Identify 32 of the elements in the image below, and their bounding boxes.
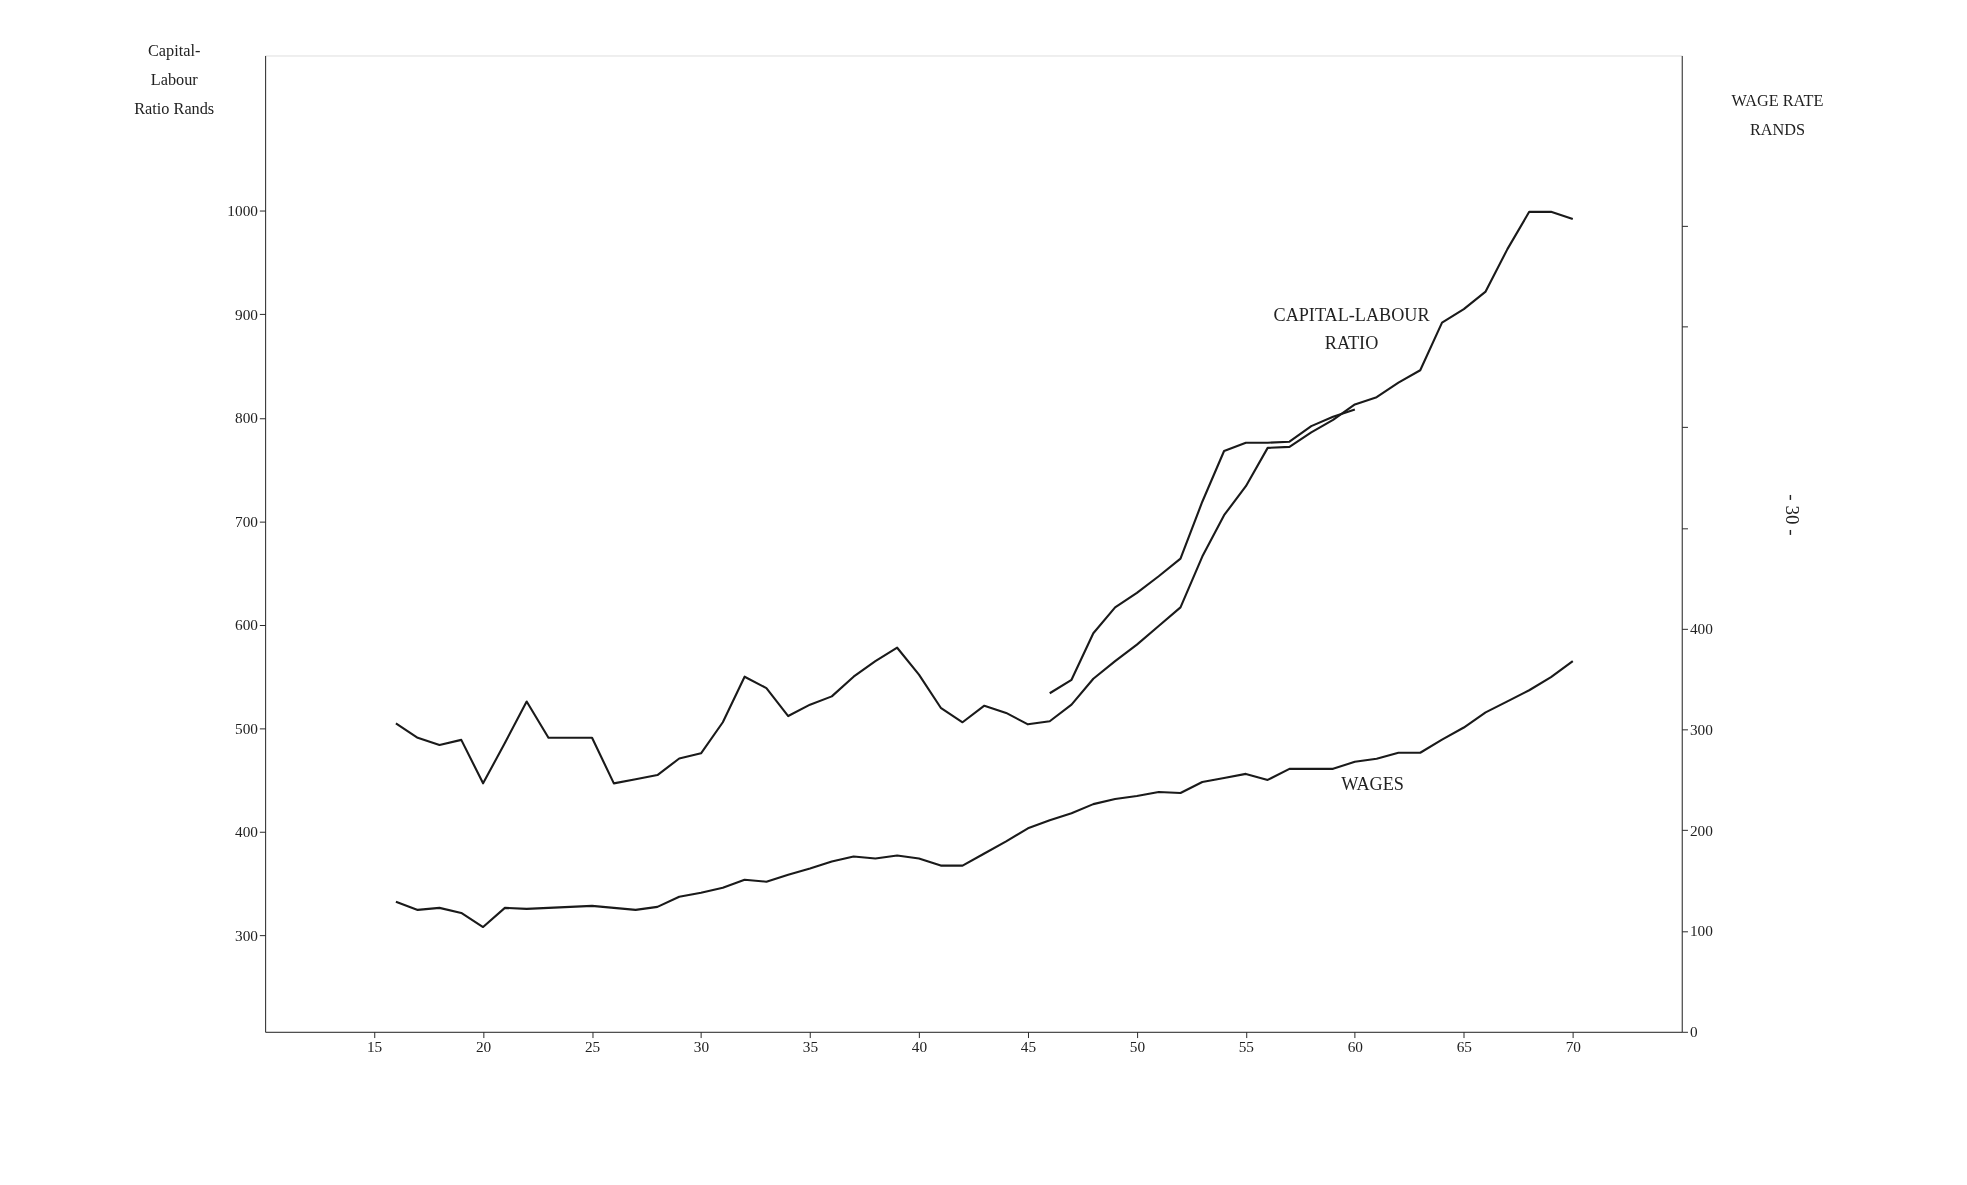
y-tick-label: 600 [235, 616, 259, 634]
series-label: WAGES [1341, 773, 1404, 794]
y-tick-label: 900 [235, 305, 259, 323]
y2-axis-title: WAGE RATE RANDS [1731, 92, 1824, 139]
y-tick-label: 800 [235, 409, 259, 427]
x-tick-label: 50 [1129, 1038, 1146, 1056]
x-tick-label: 55 [1238, 1038, 1255, 1056]
y-tick-label: 300 [235, 926, 259, 944]
y-tick-label: 1000 [227, 202, 259, 220]
y2-tick-label: 300 [1689, 720, 1714, 738]
x-tick-label: 20 [475, 1038, 492, 1056]
text: - 30 - [1782, 494, 1804, 536]
x-tick-label: 65 [1456, 1038, 1473, 1056]
x-tick-label: 45 [1020, 1038, 1037, 1056]
x-tick-label: 60 [1347, 1038, 1364, 1056]
y-axis-title: Capital- Labour Ratio Rands [134, 42, 215, 118]
x-tick-label: 25 [584, 1038, 601, 1056]
line-series [1048, 408, 1356, 695]
x-tick-label: 70 [1565, 1038, 1582, 1056]
x-tick-label: 35 [802, 1038, 819, 1056]
y2-tick-label: 100 [1689, 922, 1714, 940]
x-tick-label: 15 [366, 1038, 383, 1056]
line-series [394, 659, 1574, 929]
y2-tick-label: 0 [1689, 1023, 1698, 1041]
series-label: CAPITAL-LABOUR RATIO [1273, 304, 1431, 354]
y2-tick-label: 400 [1689, 620, 1714, 638]
x-tick-label: 40 [911, 1038, 928, 1056]
y-tick-label: 400 [235, 823, 259, 841]
x-tick-label: 30 [693, 1038, 710, 1056]
y-tick-label: 500 [235, 719, 259, 737]
y2-tick-label: 200 [1689, 821, 1714, 839]
y-tick-label: 700 [235, 512, 259, 530]
